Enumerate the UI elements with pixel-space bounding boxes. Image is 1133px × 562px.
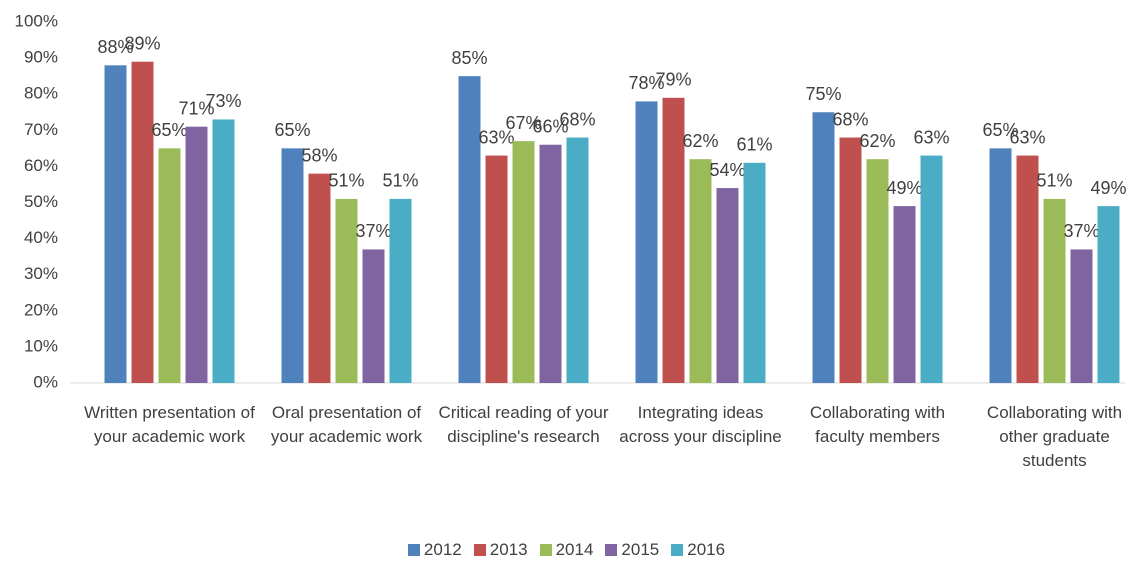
data-label: 37% — [355, 221, 391, 241]
legend-label: 2012 — [423, 540, 462, 559]
bar — [158, 148, 181, 383]
y-tick-label: 50% — [24, 192, 58, 211]
y-tick-label: 30% — [24, 264, 58, 283]
y-tick-label: 60% — [24, 156, 58, 175]
bar — [131, 61, 154, 384]
x-tick-label: Integrating ideas across your discipline — [619, 403, 782, 446]
legend-swatch — [473, 544, 486, 556]
bar — [839, 137, 862, 383]
bar — [635, 101, 658, 384]
bar — [281, 148, 304, 383]
legend-item: 2015 — [605, 540, 659, 560]
data-label: 63% — [913, 127, 949, 147]
data-label: 65% — [982, 120, 1018, 140]
y-tick-label: 100% — [15, 11, 58, 30]
legend-item: 2012 — [407, 540, 462, 560]
bar — [893, 206, 916, 383]
bar — [743, 162, 766, 383]
y-tick-label: 90% — [24, 48, 58, 67]
legend-label: 2016 — [687, 540, 726, 559]
bar — [662, 97, 685, 383]
legend-item: 2014 — [539, 540, 594, 560]
bar — [539, 144, 562, 383]
bar — [512, 141, 535, 383]
legend-label: 2014 — [555, 540, 594, 559]
bar — [335, 198, 358, 383]
bar — [920, 155, 943, 383]
data-label: 66% — [532, 116, 568, 136]
legend-swatch — [539, 544, 552, 556]
y-tick-label: 20% — [24, 300, 58, 319]
legend-item: 2013 — [473, 540, 528, 560]
x-tick-label: Oral presentation of your academic work — [270, 403, 423, 446]
bar — [212, 119, 235, 383]
data-label: 89% — [124, 33, 160, 53]
bar — [185, 126, 208, 383]
data-label: 63% — [478, 127, 514, 147]
bar — [1043, 198, 1066, 383]
bar — [812, 112, 835, 383]
data-label: 49% — [886, 178, 922, 198]
legend-item: 2016 — [671, 540, 725, 560]
bar — [1070, 249, 1093, 383]
bar — [1016, 155, 1039, 383]
data-label: 67% — [505, 113, 541, 133]
data-label: 68% — [832, 109, 868, 129]
data-label: 51% — [382, 171, 418, 191]
legend-label: 2013 — [489, 540, 528, 559]
bar — [308, 173, 331, 383]
legend: 2012 2013 2014 2015 2016 — [0, 540, 1133, 560]
y-tick-label: 80% — [24, 84, 58, 103]
data-label: 79% — [655, 70, 691, 90]
x-tick-label: Written presentation of your academic wo… — [84, 403, 255, 446]
data-label: 61% — [736, 135, 772, 155]
data-label: 78% — [628, 73, 664, 93]
bar — [866, 159, 889, 383]
legend-label: 2015 — [621, 540, 660, 559]
data-label: 51% — [328, 171, 364, 191]
data-label: 88% — [97, 37, 133, 57]
data-label: 63% — [1009, 127, 1045, 147]
data-label: 37% — [1063, 221, 1099, 241]
legend-swatch — [407, 544, 420, 556]
data-label: 54% — [709, 160, 745, 180]
data-label: 51% — [1036, 171, 1072, 191]
data-label: 49% — [1090, 178, 1126, 198]
bar — [689, 159, 712, 383]
x-tick-label: Collaborating with faculty members — [809, 403, 946, 446]
legend-swatch — [671, 544, 684, 556]
bar — [362, 249, 385, 383]
x-tick-label: Collaborating with other graduate studen… — [986, 403, 1123, 470]
y-tick-label: 0% — [33, 372, 58, 391]
bar — [389, 198, 412, 383]
x-tick-label: Critical reading of your discipline's re… — [438, 403, 609, 446]
y-tick-label: 40% — [24, 228, 58, 247]
data-label: 65% — [274, 120, 310, 140]
bar — [566, 137, 589, 383]
data-label: 62% — [682, 131, 718, 151]
bar — [1097, 206, 1120, 383]
data-label: 62% — [859, 131, 895, 151]
y-tick-label: 10% — [24, 336, 58, 355]
data-label: 68% — [559, 109, 595, 129]
data-label: 75% — [805, 84, 841, 104]
bar — [458, 76, 481, 384]
bar — [104, 65, 127, 383]
bar — [716, 188, 739, 383]
data-label: 73% — [205, 91, 241, 111]
data-label: 58% — [301, 145, 337, 165]
y-tick-label: 70% — [24, 120, 58, 139]
data-label: 85% — [451, 48, 487, 68]
legend-swatch — [605, 544, 618, 556]
bar — [989, 148, 1012, 383]
bar — [485, 155, 508, 383]
data-label: 65% — [151, 120, 187, 140]
data-label: 71% — [178, 98, 214, 118]
